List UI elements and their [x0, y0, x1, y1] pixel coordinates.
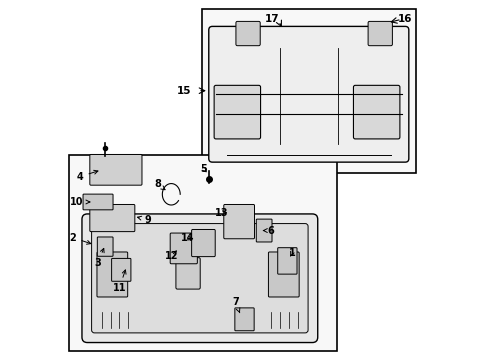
- Text: 13: 13: [215, 208, 228, 218]
- Text: 3: 3: [95, 248, 104, 268]
- Text: 9: 9: [137, 215, 151, 225]
- Text: 10: 10: [70, 197, 90, 207]
- FancyBboxPatch shape: [82, 214, 317, 342]
- Text: 5: 5: [200, 164, 206, 174]
- FancyBboxPatch shape: [268, 252, 299, 297]
- FancyBboxPatch shape: [111, 258, 131, 281]
- Text: 11: 11: [113, 270, 126, 293]
- Text: 14: 14: [180, 233, 194, 243]
- Text: 6: 6: [263, 226, 273, 235]
- FancyBboxPatch shape: [367, 21, 391, 46]
- Text: 15: 15: [176, 86, 190, 96]
- FancyBboxPatch shape: [90, 154, 142, 185]
- FancyBboxPatch shape: [235, 21, 260, 46]
- FancyBboxPatch shape: [353, 85, 399, 139]
- FancyBboxPatch shape: [83, 194, 113, 210]
- Text: 12: 12: [164, 251, 178, 261]
- FancyBboxPatch shape: [176, 258, 200, 289]
- FancyBboxPatch shape: [208, 26, 408, 162]
- Text: 8: 8: [154, 180, 164, 190]
- FancyBboxPatch shape: [256, 219, 271, 242]
- Text: 16: 16: [397, 14, 411, 24]
- FancyBboxPatch shape: [234, 308, 254, 331]
- FancyBboxPatch shape: [170, 233, 197, 264]
- Text: 1: 1: [288, 248, 295, 258]
- Text: 4: 4: [77, 170, 98, 181]
- FancyBboxPatch shape: [91, 224, 307, 333]
- FancyBboxPatch shape: [90, 204, 135, 231]
- FancyBboxPatch shape: [224, 204, 254, 239]
- FancyBboxPatch shape: [214, 85, 260, 139]
- Text: 2: 2: [69, 233, 91, 244]
- Bar: [69, 155, 337, 351]
- Text: 7: 7: [232, 297, 239, 313]
- FancyBboxPatch shape: [277, 248, 296, 274]
- Bar: [201, 9, 415, 173]
- FancyBboxPatch shape: [97, 252, 127, 297]
- Text: 17: 17: [264, 14, 279, 24]
- FancyBboxPatch shape: [191, 229, 215, 257]
- FancyBboxPatch shape: [97, 237, 113, 256]
